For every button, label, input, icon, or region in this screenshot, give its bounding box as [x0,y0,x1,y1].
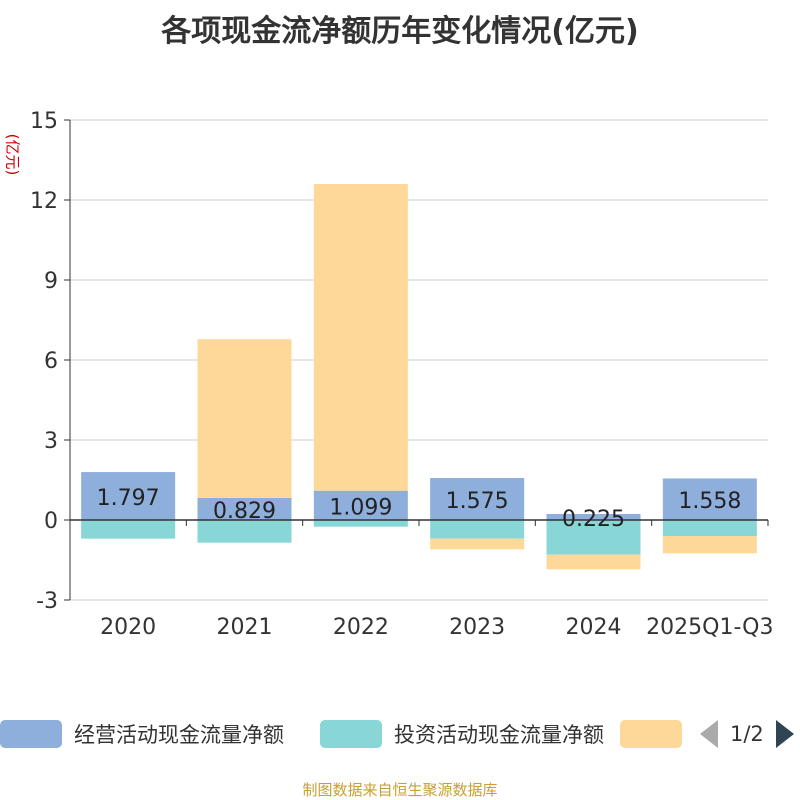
legend-item-investing[interactable]: 投资活动现金流量净额 [320,712,604,756]
bar-series2 [546,520,641,555]
bar-series2 [197,520,292,543]
bar-series3 [662,536,757,554]
bar-series1 [546,514,641,520]
y-tick-label: 9 [44,269,58,294]
bar-series2 [662,520,757,536]
x-tick-label: 2025Q1-Q3 [646,615,773,640]
data-label: 1.797 [97,486,160,511]
y-tick-label: -3 [36,589,58,614]
data-label: 0.225 [562,507,625,532]
bar-series1 [81,472,176,520]
bar-series1 [313,490,408,520]
data-source: 制图数据来自恒生聚源数据库 [302,781,498,799]
legend-swatch-financing [620,720,682,748]
pager-next-icon[interactable] [775,720,794,748]
legend-swatch-investing [320,720,382,748]
bar-series2 [430,520,525,539]
legend-item-financing[interactable] [620,712,694,756]
x-tick-label: 2024 [566,615,622,640]
data-label: 1.575 [446,489,509,514]
y-tick-label: 0 [44,509,58,534]
chart-canvas: -3 0 3 6 9 12 15 2020 2021 2022 2023 2024 2025Q1-Q3 1… [30,109,774,640]
bar-series3 [546,554,641,570]
bar-series1 [662,478,757,520]
x-tick-label: 2020 [100,615,156,640]
legend-label-investing: 投资活动现金流量净额 [394,723,604,747]
bar-series3 [313,184,408,491]
chart-title: 各项现金流净额历年变化情况(亿元) [161,14,639,49]
y-tick-label: 6 [44,349,58,374]
pager-text: 1/2 [730,722,764,746]
y-tick-label: 3 [44,429,58,454]
legend-pager: 1/2 [700,712,794,756]
bar-series1 [430,478,525,520]
bar-series3 [197,339,292,498]
bar-series2 [81,520,176,539]
pager-prev-icon[interactable] [700,720,718,748]
data-label: 1.558 [678,489,741,514]
bar-series2 [313,520,408,527]
bar-series3 [430,538,525,550]
x-tick-label: 2022 [333,615,389,640]
x-tick-label: 2021 [217,615,273,640]
data-label: 0.829 [213,499,276,524]
legend-swatch-operating [0,720,62,748]
legend: 经营活动现金流量净额 投资活动现金流量净额 1/2 [0,712,800,758]
y-tick-label: 15 [30,109,58,134]
legend-item-operating[interactable]: 经营活动现金流量净额 [0,712,284,756]
data-label: 1.099 [329,495,392,520]
y-tick-label: 12 [30,189,58,214]
bar-series1 [197,497,292,520]
x-tick-label: 2023 [449,615,505,640]
legend-label-operating: 经营活动现金流量净额 [74,723,284,747]
